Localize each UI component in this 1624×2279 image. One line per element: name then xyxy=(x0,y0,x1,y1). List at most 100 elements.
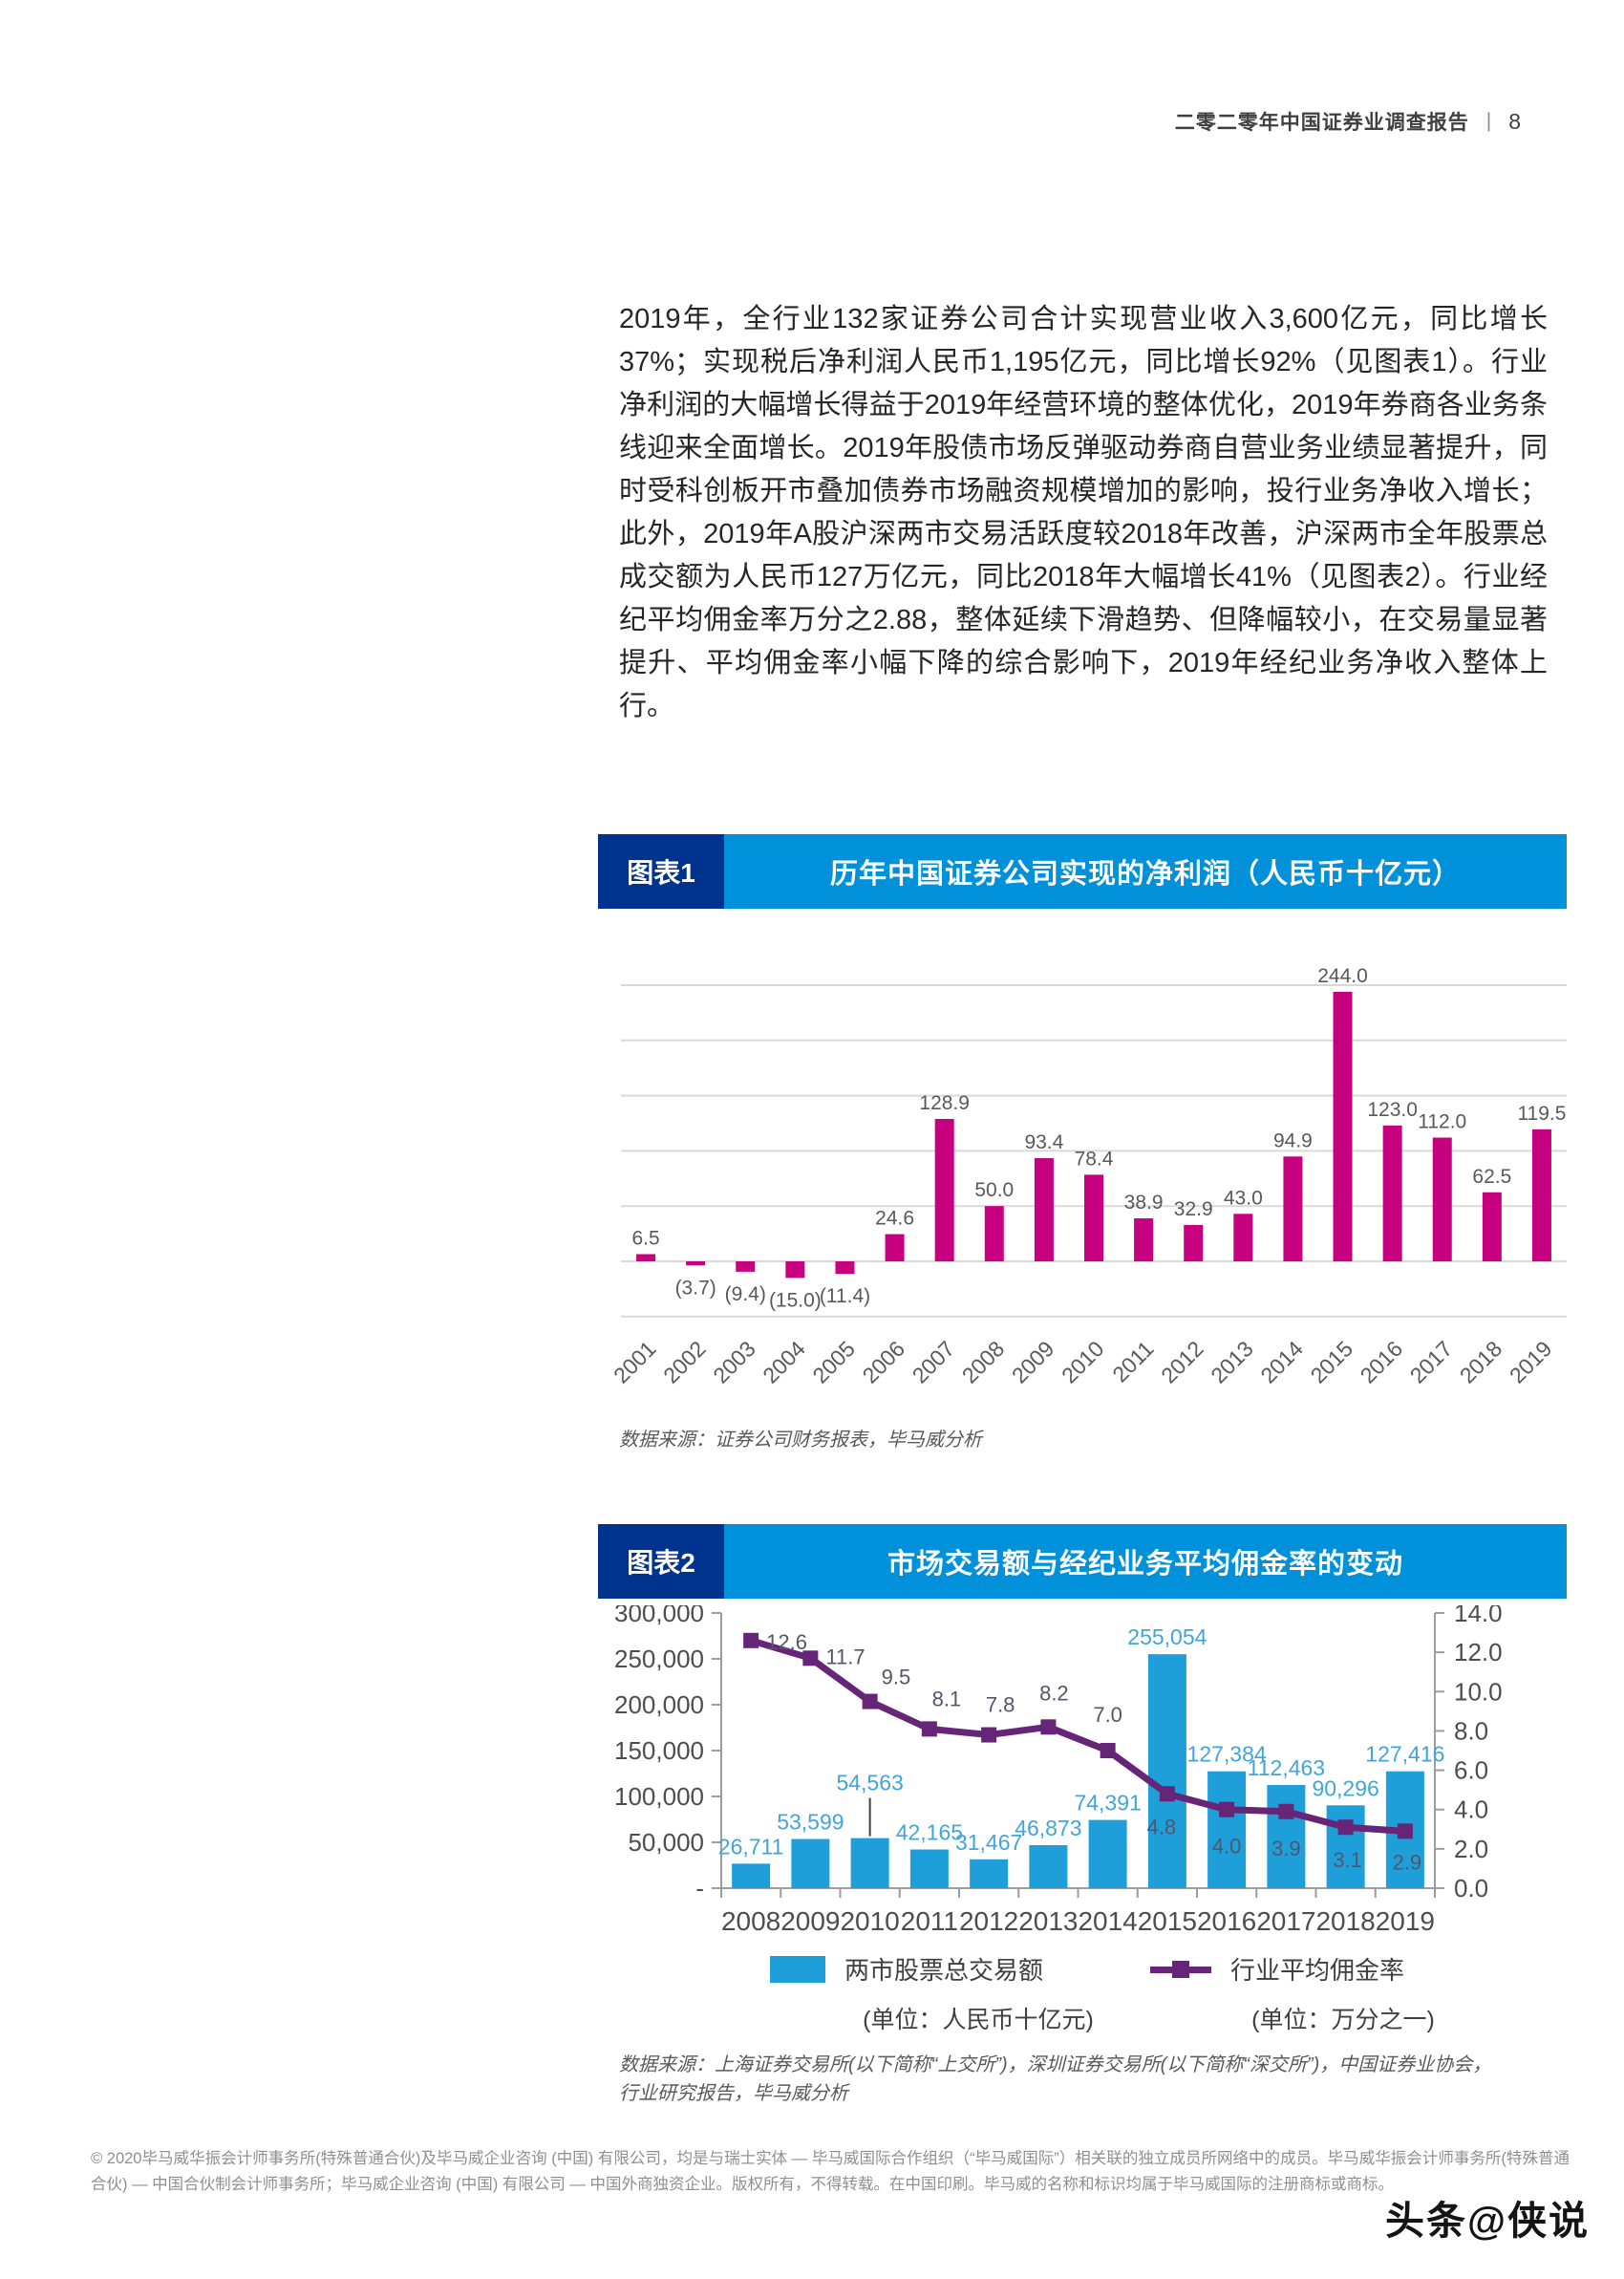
svg-text:2.0: 2.0 xyxy=(1454,1835,1488,1863)
svg-text:2010: 2010 xyxy=(840,1906,899,1936)
svg-text:8.0: 8.0 xyxy=(1454,1716,1488,1745)
svg-text:53,599: 53,599 xyxy=(777,1810,844,1835)
svg-text:2007: 2007 xyxy=(908,1336,960,1388)
legend-commission-label: 行业平均佣金率 xyxy=(1230,1956,1405,1985)
svg-text:3.1: 3.1 xyxy=(1333,1848,1362,1872)
svg-text:4.8: 4.8 xyxy=(1147,1815,1177,1838)
chart2-header: 图表2 市场交易额与经纪业务平均佣金率的变动 xyxy=(598,1524,1567,1599)
copyright-footer: © 2020毕马威华振会计师事务所(特殊普通合伙)及毕马威企业咨询 (中国) 有… xyxy=(91,2150,1570,2193)
svg-text:2011: 2011 xyxy=(1107,1336,1158,1387)
svg-text:250,000: 250,000 xyxy=(614,1645,704,1673)
svg-text:2003: 2003 xyxy=(708,1336,760,1388)
svg-text:2017: 2017 xyxy=(1405,1336,1458,1388)
svg-text:2002: 2002 xyxy=(658,1336,711,1388)
svg-text:2009: 2009 xyxy=(780,1906,840,1936)
svg-text:2013: 2013 xyxy=(1018,1906,1078,1936)
svg-text:-: - xyxy=(695,1874,704,1903)
svg-text:2008: 2008 xyxy=(957,1336,1010,1388)
svg-text:(9.4): (9.4) xyxy=(725,1283,766,1305)
page-header: 二零二零年中国证券业调查报告 | 8 xyxy=(1175,107,1521,136)
svg-text:24.6: 24.6 xyxy=(875,1208,914,1230)
svg-text:2010: 2010 xyxy=(1057,1336,1109,1388)
svg-text:(3.7): (3.7) xyxy=(675,1277,716,1299)
svg-text:2009: 2009 xyxy=(1007,1336,1059,1388)
svg-text:127,384: 127,384 xyxy=(1187,1742,1267,1767)
svg-text:2006: 2006 xyxy=(858,1336,910,1388)
chart1-title: 历年中国证券公司实现的净利润（人民币十亿元） xyxy=(724,834,1567,909)
svg-text:2019: 2019 xyxy=(1376,1906,1435,1936)
svg-text:150,000: 150,000 xyxy=(614,1736,704,1765)
page-number: 8 xyxy=(1508,108,1521,134)
chart2-combo-chart: 300,000 250,000 200,000 150,000 100,000 50,00… xyxy=(614,1605,1503,1936)
svg-text:94.9: 94.9 xyxy=(1273,1129,1313,1151)
report-title: 二零二零年中国证券业调查报告 xyxy=(1174,112,1469,134)
svg-text:255,054: 255,054 xyxy=(1127,1624,1207,1649)
svg-text:200,000: 200,000 xyxy=(614,1690,704,1719)
svg-text:7.0: 7.0 xyxy=(1093,1703,1122,1727)
svg-text:2008: 2008 xyxy=(721,1906,780,1936)
svg-text:32.9: 32.9 xyxy=(1174,1198,1213,1220)
svg-text:2015: 2015 xyxy=(1305,1336,1357,1388)
svg-text:2019: 2019 xyxy=(1505,1336,1557,1388)
svg-text:26,711: 26,711 xyxy=(718,1834,784,1859)
svg-text:2005: 2005 xyxy=(807,1336,860,1388)
svg-text:127,416: 127,416 xyxy=(1365,1742,1444,1767)
svg-text:50,000: 50,000 xyxy=(628,1828,704,1857)
chart2-section: 图表2 市场交易额与经纪业务平均佣金率的变动 300,000 250,000 200… xyxy=(598,1524,1567,2121)
svg-text:2012: 2012 xyxy=(1156,1336,1208,1388)
svg-text:7.8: 7.8 xyxy=(986,1693,1015,1717)
svg-text:62.5: 62.5 xyxy=(1472,1166,1511,1188)
chart2-source: 数据来源：上海证券交易所(以下简称“上交所”)，深圳证券交易所(以下简称“深交所… xyxy=(619,2054,1492,2104)
legend-volume-label: 两市股票总交易额 xyxy=(844,1956,1044,1985)
svg-text:2016: 2016 xyxy=(1197,1906,1256,1936)
chart1-bar-chart: 6.5 2001 (3.7) 2002 (9.4) 2003 (15.0) 2004 (11.4… xyxy=(609,965,1567,1388)
svg-text:2001: 2001 xyxy=(609,1336,661,1388)
svg-text:2011: 2011 xyxy=(901,1906,958,1936)
svg-text:(11.4): (11.4) xyxy=(820,1285,870,1307)
svg-text:42,165: 42,165 xyxy=(896,1820,963,1845)
svg-text:12.0: 12.0 xyxy=(1454,1638,1503,1666)
svg-text:2015: 2015 xyxy=(1138,1906,1197,1936)
svg-text:128.9: 128.9 xyxy=(919,1092,970,1114)
svg-text:9.5: 9.5 xyxy=(882,1666,911,1689)
svg-text:46,873: 46,873 xyxy=(1015,1816,1081,1840)
svg-text:2014: 2014 xyxy=(1078,1906,1137,1936)
svg-text:2012: 2012 xyxy=(959,1906,1018,1936)
legend-item-volume: 两市股票总交易额 xyxy=(770,1951,1043,1987)
svg-text:31,467: 31,467 xyxy=(955,1830,1022,1855)
svg-text:2.9: 2.9 xyxy=(1393,1850,1422,1874)
chart1-section: 图表1 历年中国证券公司实现的净利润（人民币十亿元） 6.5 2001 (3.7) 2… xyxy=(598,834,1567,1454)
chart2-tag: 图表2 xyxy=(598,1524,724,1599)
legend-item-commission: 行业平均佣金率 xyxy=(1150,1951,1404,1987)
svg-text:93.4: 93.4 xyxy=(1024,1131,1063,1153)
svg-text:2017: 2017 xyxy=(1256,1906,1315,1936)
svg-text:6.0: 6.0 xyxy=(1454,1756,1488,1785)
svg-text:2018: 2018 xyxy=(1315,1906,1375,1936)
svg-text:119.5: 119.5 xyxy=(1517,1103,1566,1125)
svg-text:50.0: 50.0 xyxy=(974,1179,1014,1201)
bar-series-swatch xyxy=(770,1955,825,1983)
svg-text:(15.0): (15.0) xyxy=(769,1289,822,1311)
svg-text:300,000: 300,000 xyxy=(614,1605,704,1627)
svg-text:100,000: 100,000 xyxy=(614,1782,704,1811)
svg-text:10.0: 10.0 xyxy=(1454,1677,1503,1706)
svg-text:123.0: 123.0 xyxy=(1367,1099,1418,1121)
commission-unit-label: (单位：万分之一) xyxy=(1251,2007,1435,2033)
svg-text:112,463: 112,463 xyxy=(1248,1755,1325,1780)
svg-text:54,563: 54,563 xyxy=(836,1771,903,1795)
line-series-swatch xyxy=(1150,1956,1211,1983)
volume-unit-label: (单位：人民币十亿元) xyxy=(863,2007,1094,2033)
chart1-source: 数据来源：证券公司财务报表，毕马威分析 xyxy=(619,1430,982,1451)
svg-text:2013: 2013 xyxy=(1206,1336,1258,1388)
svg-text:78.4: 78.4 xyxy=(1075,1148,1114,1170)
svg-text:2004: 2004 xyxy=(758,1336,810,1388)
chart1-tag: 图表1 xyxy=(598,834,724,909)
svg-text:14.0: 14.0 xyxy=(1454,1605,1503,1627)
svg-text:8.2: 8.2 xyxy=(1039,1681,1069,1705)
header-divider: | xyxy=(1485,110,1492,132)
svg-text:2016: 2016 xyxy=(1356,1336,1408,1388)
svg-text:2014: 2014 xyxy=(1255,1336,1308,1388)
svg-text:6.5: 6.5 xyxy=(631,1227,659,1249)
watermark-text: 头条@侠说 xyxy=(1385,2199,1590,2243)
chart1-header: 图表1 历年中国证券公司实现的净利润（人民币十亿元） xyxy=(598,834,1567,909)
